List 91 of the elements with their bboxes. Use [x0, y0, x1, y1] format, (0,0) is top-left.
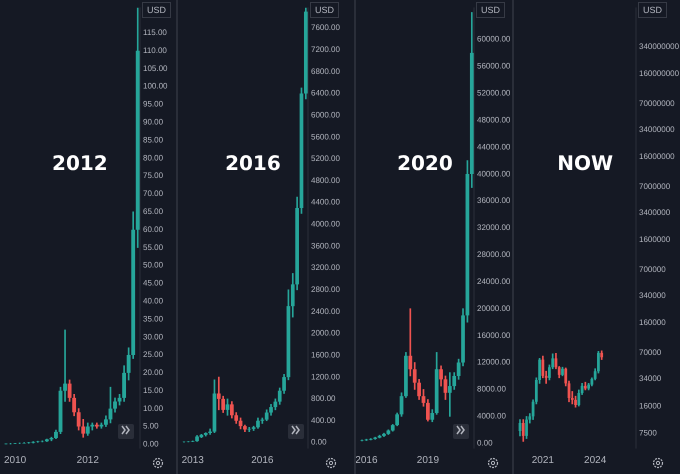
y-tick-label: 2400.00: [311, 306, 340, 316]
y-tick-label: 10.00: [143, 404, 164, 413]
x-tick-label: 2024: [584, 454, 607, 466]
y-tick-label: 1600.00: [311, 350, 340, 360]
y-tick-label: 4800.00: [311, 176, 340, 185]
y-tick-label: 60.00: [143, 224, 164, 234]
y-tick-label: 25.00: [143, 350, 164, 360]
y-tick-label: 56000.00: [477, 62, 511, 71]
y-tick-label: 44000.00: [477, 142, 511, 152]
text: 2020: [397, 151, 453, 176]
y-tick-label: 7000000: [639, 182, 671, 191]
y-tick-label: 115.00: [143, 28, 168, 38]
y-tick-label: 12000.00: [477, 358, 511, 367]
y-tick-label: 0.00: [477, 438, 494, 448]
y-axis-title: USD: [142, 2, 172, 18]
y-tick-label: 5600.00: [311, 132, 340, 142]
y-tick-label: 70000: [639, 348, 662, 358]
y-tick-label: 32000.00: [477, 223, 511, 232]
y-tick-label: 28000.00: [477, 250, 511, 260]
y-tick-label: 400.00: [311, 416, 336, 425]
y-tick-label: 8000.00: [477, 384, 506, 394]
y-tick-label: 16000: [639, 401, 662, 410]
y-tick-label: 100.00: [143, 82, 168, 91]
y-tick-label: 60000.00: [477, 34, 511, 44]
y-tick-label: 15.00: [143, 386, 164, 395]
y-tick-label: 55.00: [143, 242, 164, 252]
y-tick-label: 3200.00: [311, 263, 340, 272]
y-tick-label: 700000: [639, 264, 666, 274]
x-tick-label: 2016: [355, 454, 378, 466]
y-tick-label: 160000000: [639, 69, 680, 78]
y-tick-label: 5.00: [143, 422, 160, 431]
y-tick-label: 24000.00: [477, 276, 511, 286]
x-tick-label: 2021: [532, 454, 554, 466]
y-tick-label: 6400.00: [311, 88, 340, 98]
y-tick-label: 36000.00: [477, 196, 511, 206]
y-axis-title: USD: [310, 2, 340, 18]
y-tick-label: 800.00: [311, 394, 336, 404]
y-tick-label: 20.00: [143, 368, 164, 378]
y-tick-label: 0.00: [143, 440, 160, 449]
y-tick-label: 34000000: [639, 124, 676, 134]
y-tick-label: 45.00: [143, 278, 164, 288]
y-tick-label: 6000.00: [311, 110, 340, 120]
y-tick-label: 85.00: [143, 135, 164, 144]
y-tick-label: 3600.00: [311, 241, 340, 250]
text: 2012: [52, 151, 108, 176]
y-tick-label: 340000000: [639, 42, 680, 51]
y-tick-label: 1600000: [639, 235, 671, 244]
y-axis-title: USD: [476, 2, 506, 18]
x-tick-label: 2019: [416, 454, 440, 466]
x-tick-label: 2012: [76, 454, 100, 466]
y-tick-label: 40000.00: [477, 169, 511, 178]
y-tick-label: 160000: [639, 318, 666, 328]
y-tick-label: 95.00: [143, 100, 164, 109]
y-tick-label: 4000.00: [311, 220, 340, 229]
x-tick-label: 2013: [182, 454, 204, 466]
y-tick-label: 0.00: [311, 438, 328, 447]
y-tick-label: 48000.00: [477, 115, 511, 124]
y-tick-label: 16000.00: [477, 330, 511, 340]
text: NOW: [557, 151, 614, 176]
y-tick-label: 65.00: [143, 207, 164, 216]
y-tick-label: 35.00: [143, 314, 164, 324]
y-tick-label: 70.00: [143, 189, 164, 198]
y-tick-label: 110.00: [143, 46, 168, 55]
y-tick-label: 40.00: [143, 296, 164, 306]
y-axis-title: USD: [638, 2, 668, 18]
y-tick-label: 80.00: [143, 153, 164, 162]
y-tick-label: 30.00: [143, 332, 164, 342]
y-tick-label: 7500: [639, 428, 658, 438]
y-tick-label: 7600.00: [311, 23, 340, 32]
y-tick-label: 340000: [639, 291, 666, 300]
text: 2016: [225, 151, 281, 176]
y-tick-label: 6800.00: [311, 66, 340, 76]
y-tick-label: 4400.00: [311, 198, 340, 207]
y-tick-label: 52000.00: [477, 88, 511, 98]
y-tick-label: 20000.00: [477, 304, 511, 313]
y-tick-label: 70000000: [639, 98, 676, 108]
y-tick-label: 7200.00: [311, 45, 340, 54]
y-tick-label: 4000.00: [477, 412, 506, 421]
x-tick-label: 2016: [251, 454, 274, 466]
y-tick-label: 1200.00: [311, 372, 340, 382]
y-tick-label: 34000: [639, 374, 662, 384]
y-tick-label: 50.00: [143, 260, 164, 270]
x-tick-label: 2010: [4, 454, 27, 466]
y-tick-label: 105.00: [143, 64, 168, 73]
y-tick-label: 2800.00: [311, 285, 340, 294]
y-tick-label: 16000000: [639, 152, 676, 162]
y-tick-label: 3400000: [639, 208, 671, 217]
y-tick-label: 2000.00: [311, 328, 340, 338]
y-tick-label: 90.00: [143, 118, 164, 127]
y-tick-label: 75.00: [143, 171, 164, 180]
y-tick-label: 5200.00: [311, 154, 340, 164]
